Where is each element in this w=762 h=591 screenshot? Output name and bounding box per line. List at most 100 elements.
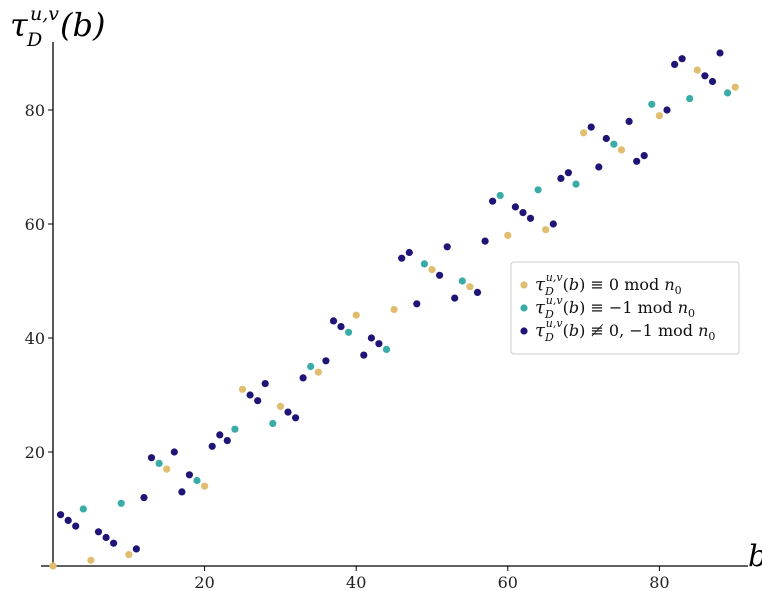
data-point-series-3 [261,380,269,388]
data-point-series-3 [663,106,671,114]
data-point-series-3 [481,237,489,245]
data-point-series-3 [489,197,497,205]
y-tick-label: 20 [25,443,45,462]
data-point-series-1 [352,311,360,319]
data-point-series-3 [701,72,709,80]
data-point-series-3 [564,169,573,177]
data-point-series-3 [557,174,565,182]
data-point-series-3 [549,220,557,228]
svg-text:τ: τ [10,6,29,44]
data-point-series-3 [413,300,421,308]
data-point-series-3 [519,209,527,217]
data-point-series-3 [223,437,231,445]
data-point-series-3 [405,248,413,257]
data-point-series-3 [443,243,451,251]
data-point-series-2 [648,100,656,108]
svg-text:D: D [26,29,42,51]
data-point-series-3 [216,431,224,439]
data-point-series-3 [102,533,110,542]
data-point-series-2 [572,180,580,188]
y-tick-label: 60 [25,215,45,234]
data-point-series-3 [436,271,444,279]
data-point-series-1 [49,562,57,570]
data-point-series-3 [511,203,519,211]
data-point-series-3 [322,357,330,365]
data-point-series-3 [595,163,603,171]
data-point-series-3 [57,511,65,519]
data-point-series-1 [314,368,322,376]
data-point-series-2 [724,89,732,97]
legend-label-series-1: τDu,v(b) ≡ 0 mod n0 [535,271,682,298]
data-point-series-3 [254,397,262,405]
data-point-series-3 [292,414,300,422]
x-tick-label: 80 [649,573,669,591]
data-point-series-3 [178,488,186,496]
data-point-series-3 [451,294,459,302]
y-axis-title: τ D u,v (b) [10,3,105,51]
legend-label-series-3: τDu,v(b) ≢ 0, −1 mod n0 [535,317,715,344]
data-point-series-2 [382,345,391,353]
data-point-series-1 [504,231,512,239]
data-point-series-3 [708,77,717,86]
data-point-series-3 [602,134,610,143]
data-point-series-2 [155,459,163,467]
svg-text:u,v: u,v [30,3,59,25]
data-point-series-2 [231,425,239,433]
data-point-series-1 [428,266,436,274]
legend-marker-series-2 [520,304,528,312]
data-point-series-2 [686,95,694,103]
data-point-series-1 [693,66,701,74]
data-point-series-3 [329,317,338,325]
data-point-series-3 [640,152,648,160]
data-point-series-3 [360,351,368,359]
data-point-series-1 [617,146,626,154]
data-point-series-2 [458,277,466,285]
data-point-series-1 [276,402,284,410]
x-axis-title: b [748,539,762,574]
data-point-series-2 [269,419,277,428]
legend-box [510,261,740,355]
data-point-series-1 [87,556,95,564]
data-point-series-1 [580,129,588,137]
data-point-series-2 [496,191,504,200]
legend-label-series-2: τDu,v(b) ≡ −1 mod n0 [535,294,695,321]
data-point-series-2 [193,476,201,485]
data-point-series-2 [610,140,618,148]
data-point-series-3 [633,157,641,165]
data-point-series-3 [526,214,535,222]
data-point-series-2 [420,260,428,268]
y-tick-label: 80 [25,101,45,120]
data-point-series-3 [64,516,72,525]
data-point-series-3 [398,254,406,262]
x-tick-label: 60 [498,573,518,591]
data-point-series-2 [534,186,542,194]
data-point-series-3 [140,494,148,502]
y-tick-label: 40 [25,329,45,348]
legend-marker-series-1 [520,281,528,289]
x-tick-label: 40 [346,573,366,591]
data-point-series-1 [731,83,739,91]
data-point-series-3 [337,323,345,331]
data-point-series-3 [170,448,178,456]
data-point-series-3 [132,545,140,553]
data-point-series-3 [94,528,103,536]
data-point-series-1 [542,226,550,234]
data-point-series-3 [587,123,595,131]
data-point-series-1 [163,465,171,473]
data-point-series-3 [284,408,292,416]
data-point-series-1 [466,283,474,291]
data-point-series-3 [208,442,216,450]
data-point-series-3 [375,340,383,348]
x-tick-label: 20 [194,573,214,591]
data-point-series-1 [655,112,664,120]
data-point-series-1 [238,385,247,393]
data-point-series-3 [299,374,307,382]
data-point-series-2 [117,499,125,507]
data-point-series-3 [185,471,193,479]
data-point-series-3 [716,49,724,57]
data-point-series-1 [125,551,133,559]
data-point-series-3 [625,117,633,125]
data-point-series-3 [671,60,679,68]
